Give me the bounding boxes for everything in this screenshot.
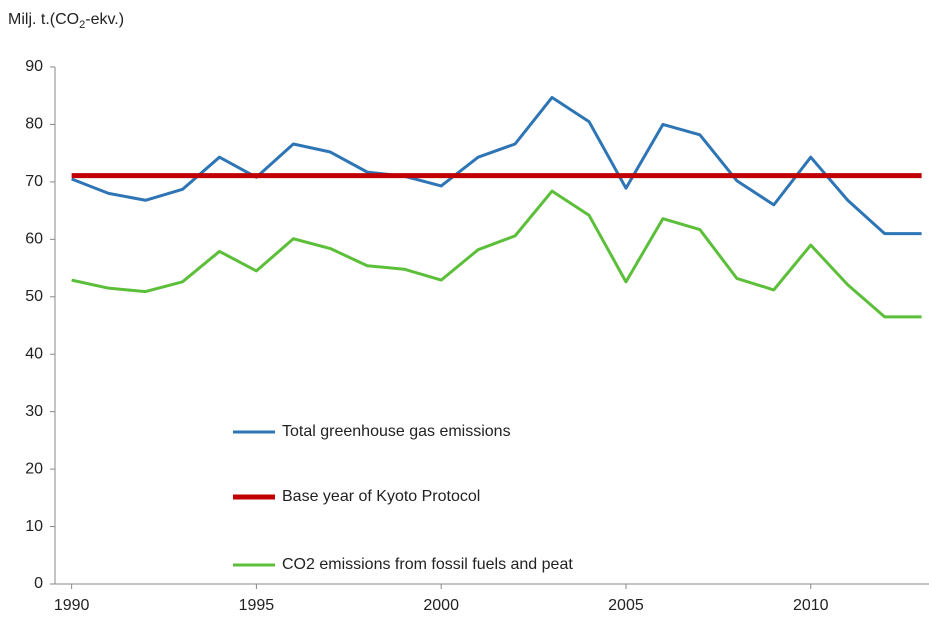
y-tick-label: 0 [34,575,43,592]
x-tick-label: 1990 [54,597,90,614]
y-tick-label: 50 [25,288,43,305]
x-tick-label: 2005 [608,597,644,614]
series-line [71,95,922,236]
y-tick-label: 30 [25,403,43,420]
y-tick-label: 20 [25,460,43,477]
legend-label: CO2 emissions from fossil fuels and peat [282,556,573,573]
y-tick-label: 90 [25,58,43,75]
series-line [71,189,922,319]
y-tick-label: 40 [25,345,43,362]
y-tick-label: 70 [25,173,43,190]
legend-label: Total greenhouse gas emissions [282,423,511,440]
x-tick-label: 1995 [239,597,275,614]
label-part: -ekv.) [85,11,124,28]
label-subscript: 2 [79,19,85,31]
x-tick-label: 2000 [423,597,459,614]
y-tick-label: 60 [25,231,43,248]
y-tick-label: 80 [25,116,43,133]
legend-label: Base year of Kyoto Protocol [282,488,480,505]
y-tick-label: 10 [25,518,43,535]
x-tick-label: 2010 [793,597,829,614]
label-part: Milj. t.(CO [8,11,79,28]
y-axis-label: Milj. t.(CO2-ekv.) [8,11,124,31]
